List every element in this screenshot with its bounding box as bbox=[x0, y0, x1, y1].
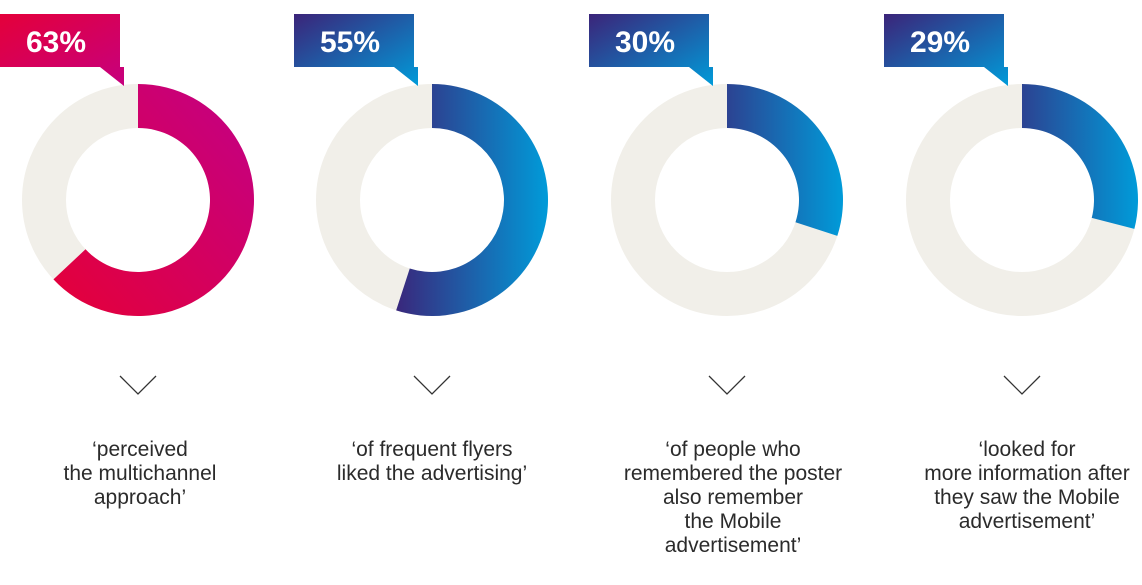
value-badge-3 bbox=[589, 14, 713, 86]
value-label-3: 30% bbox=[615, 26, 675, 59]
value-badge-1 bbox=[0, 14, 124, 86]
donut-slice-2 bbox=[396, 84, 549, 316]
caption-3: ‘of people who remembered the poster als… bbox=[623, 438, 843, 557]
value-badge-2 bbox=[294, 14, 418, 86]
caption-4: ‘looked for more information after they … bbox=[924, 438, 1130, 533]
caption-2: ‘of frequent flyers liked the advertisin… bbox=[336, 438, 528, 485]
donut-slice-1 bbox=[53, 84, 254, 316]
value-badge-4 bbox=[884, 14, 1008, 86]
chevron-down-icon bbox=[708, 375, 746, 395]
caption-1: ‘perceived the multichannel approach’ bbox=[63, 438, 217, 509]
value-label-1: 63% bbox=[26, 26, 86, 59]
donut-slice-4 bbox=[1022, 84, 1138, 229]
value-label-4: 29% bbox=[910, 26, 970, 59]
chevron-down-icon bbox=[119, 375, 157, 395]
value-label-2: 55% bbox=[320, 26, 380, 59]
chevron-down-icon bbox=[413, 375, 451, 395]
donut-slice-3 bbox=[727, 84, 844, 236]
chevron-down-icon bbox=[1003, 375, 1041, 395]
